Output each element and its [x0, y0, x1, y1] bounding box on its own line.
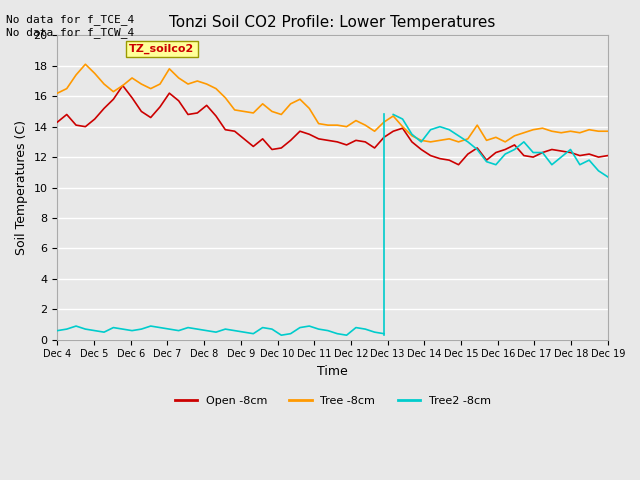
X-axis label: Time: Time: [317, 365, 348, 378]
Text: TZ_soilco2: TZ_soilco2: [129, 44, 194, 54]
Text: No data for f_TCE_4
No data for f_TCW_4: No data for f_TCE_4 No data for f_TCW_4: [6, 14, 134, 38]
Y-axis label: Soil Temperatures (C): Soil Temperatures (C): [15, 120, 28, 255]
Title: Tonzi Soil CO2 Profile: Lower Temperatures: Tonzi Soil CO2 Profile: Lower Temperatur…: [170, 15, 496, 30]
Legend: Open -8cm, Tree -8cm, Tree2 -8cm: Open -8cm, Tree -8cm, Tree2 -8cm: [170, 391, 495, 410]
